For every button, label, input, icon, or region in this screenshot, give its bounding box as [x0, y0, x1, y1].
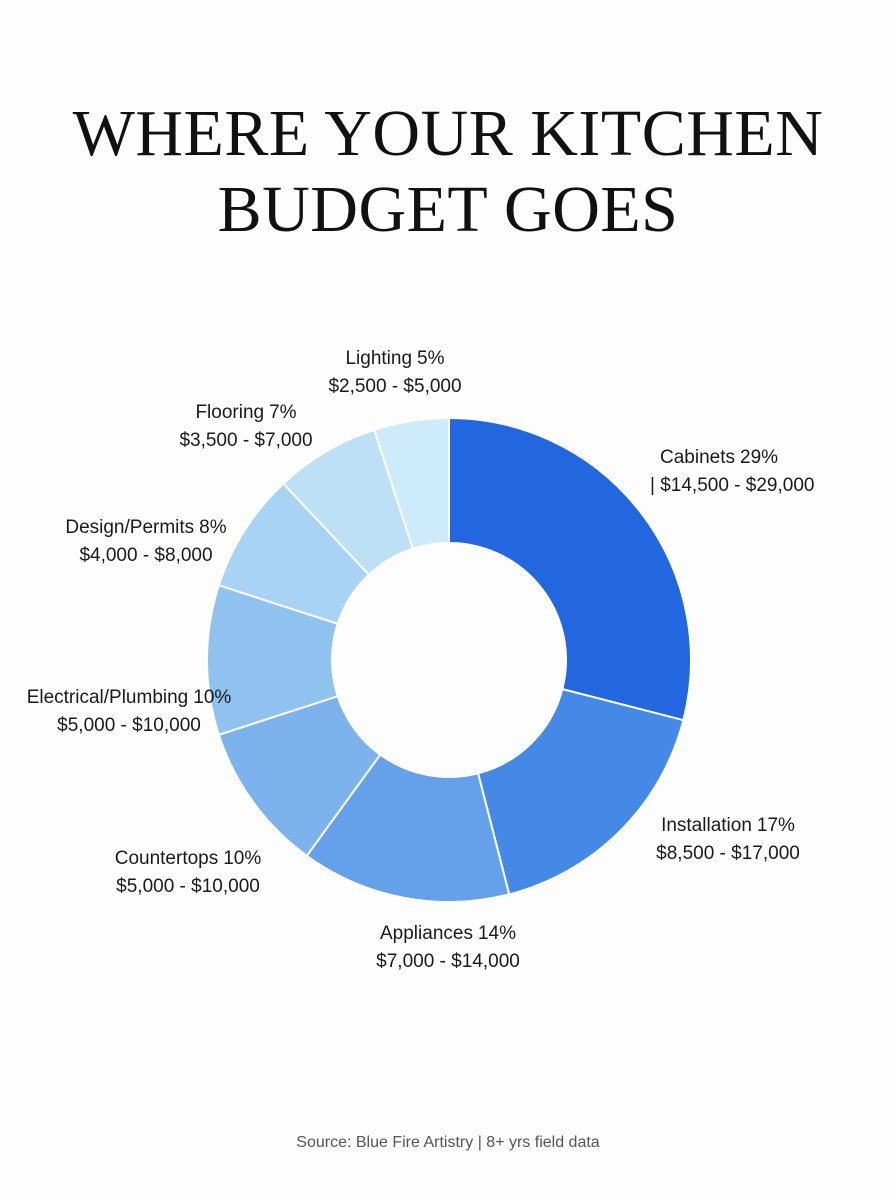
percent-label: 17%: [757, 815, 795, 836]
slice-label: Appliances 14%: [380, 923, 516, 944]
slice-label: Lighting 5%: [345, 348, 444, 369]
category-label: Appliances: [380, 923, 473, 944]
donut-slice: [476, 687, 685, 896]
percent-label: 10%: [193, 687, 231, 708]
category-label: Design/Permits: [65, 517, 194, 538]
category-label: Cabinets: [660, 447, 735, 468]
percent-label: 5%: [417, 348, 445, 369]
percent-label: 8%: [199, 517, 227, 538]
slice-label: Installation 17%: [661, 815, 795, 836]
category-label: Installation: [661, 815, 752, 836]
donut-slice: [448, 416, 692, 722]
category-label: Flooring: [195, 402, 264, 423]
category-label: Electrical/Plumbing: [27, 687, 189, 708]
range-label: | $14,500 - $29,000: [650, 475, 814, 496]
range-label: $7,000 - $14,000: [376, 951, 520, 972]
source-note: Source: Blue Fire Artistry | 8+ yrs fiel…: [296, 1134, 600, 1151]
percent-label: 14%: [478, 923, 516, 944]
chart-title: WHERE YOUR KITCHEN BUDGET GOES: [72, 97, 824, 246]
category-label: Lighting: [345, 348, 412, 369]
slice-label: Cabinets 29%: [660, 447, 778, 468]
slice-label: Electrical/Plumbing 10%: [27, 687, 232, 708]
donut-slice: [305, 753, 511, 903]
range-label: $5,000 - $10,000: [57, 715, 201, 736]
slice-label: Countertops 10%: [115, 848, 262, 869]
slice-label: Flooring 7%: [195, 402, 296, 423]
slice-label: Design/Permits 8%: [65, 517, 226, 538]
range-label: $3,500 - $7,000: [179, 430, 312, 451]
percent-label: 29%: [740, 447, 778, 468]
percent-label: 7%: [269, 402, 297, 423]
category-label: Countertops: [115, 848, 219, 869]
range-label: $2,500 - $5,000: [328, 376, 461, 397]
range-label: $8,500 - $17,000: [656, 843, 800, 864]
donut-slice: [372, 416, 450, 550]
range-label: $4,000 - $8,000: [79, 545, 212, 566]
range-label: $5,000 - $10,000: [116, 876, 260, 897]
percent-label: 10%: [223, 848, 261, 869]
